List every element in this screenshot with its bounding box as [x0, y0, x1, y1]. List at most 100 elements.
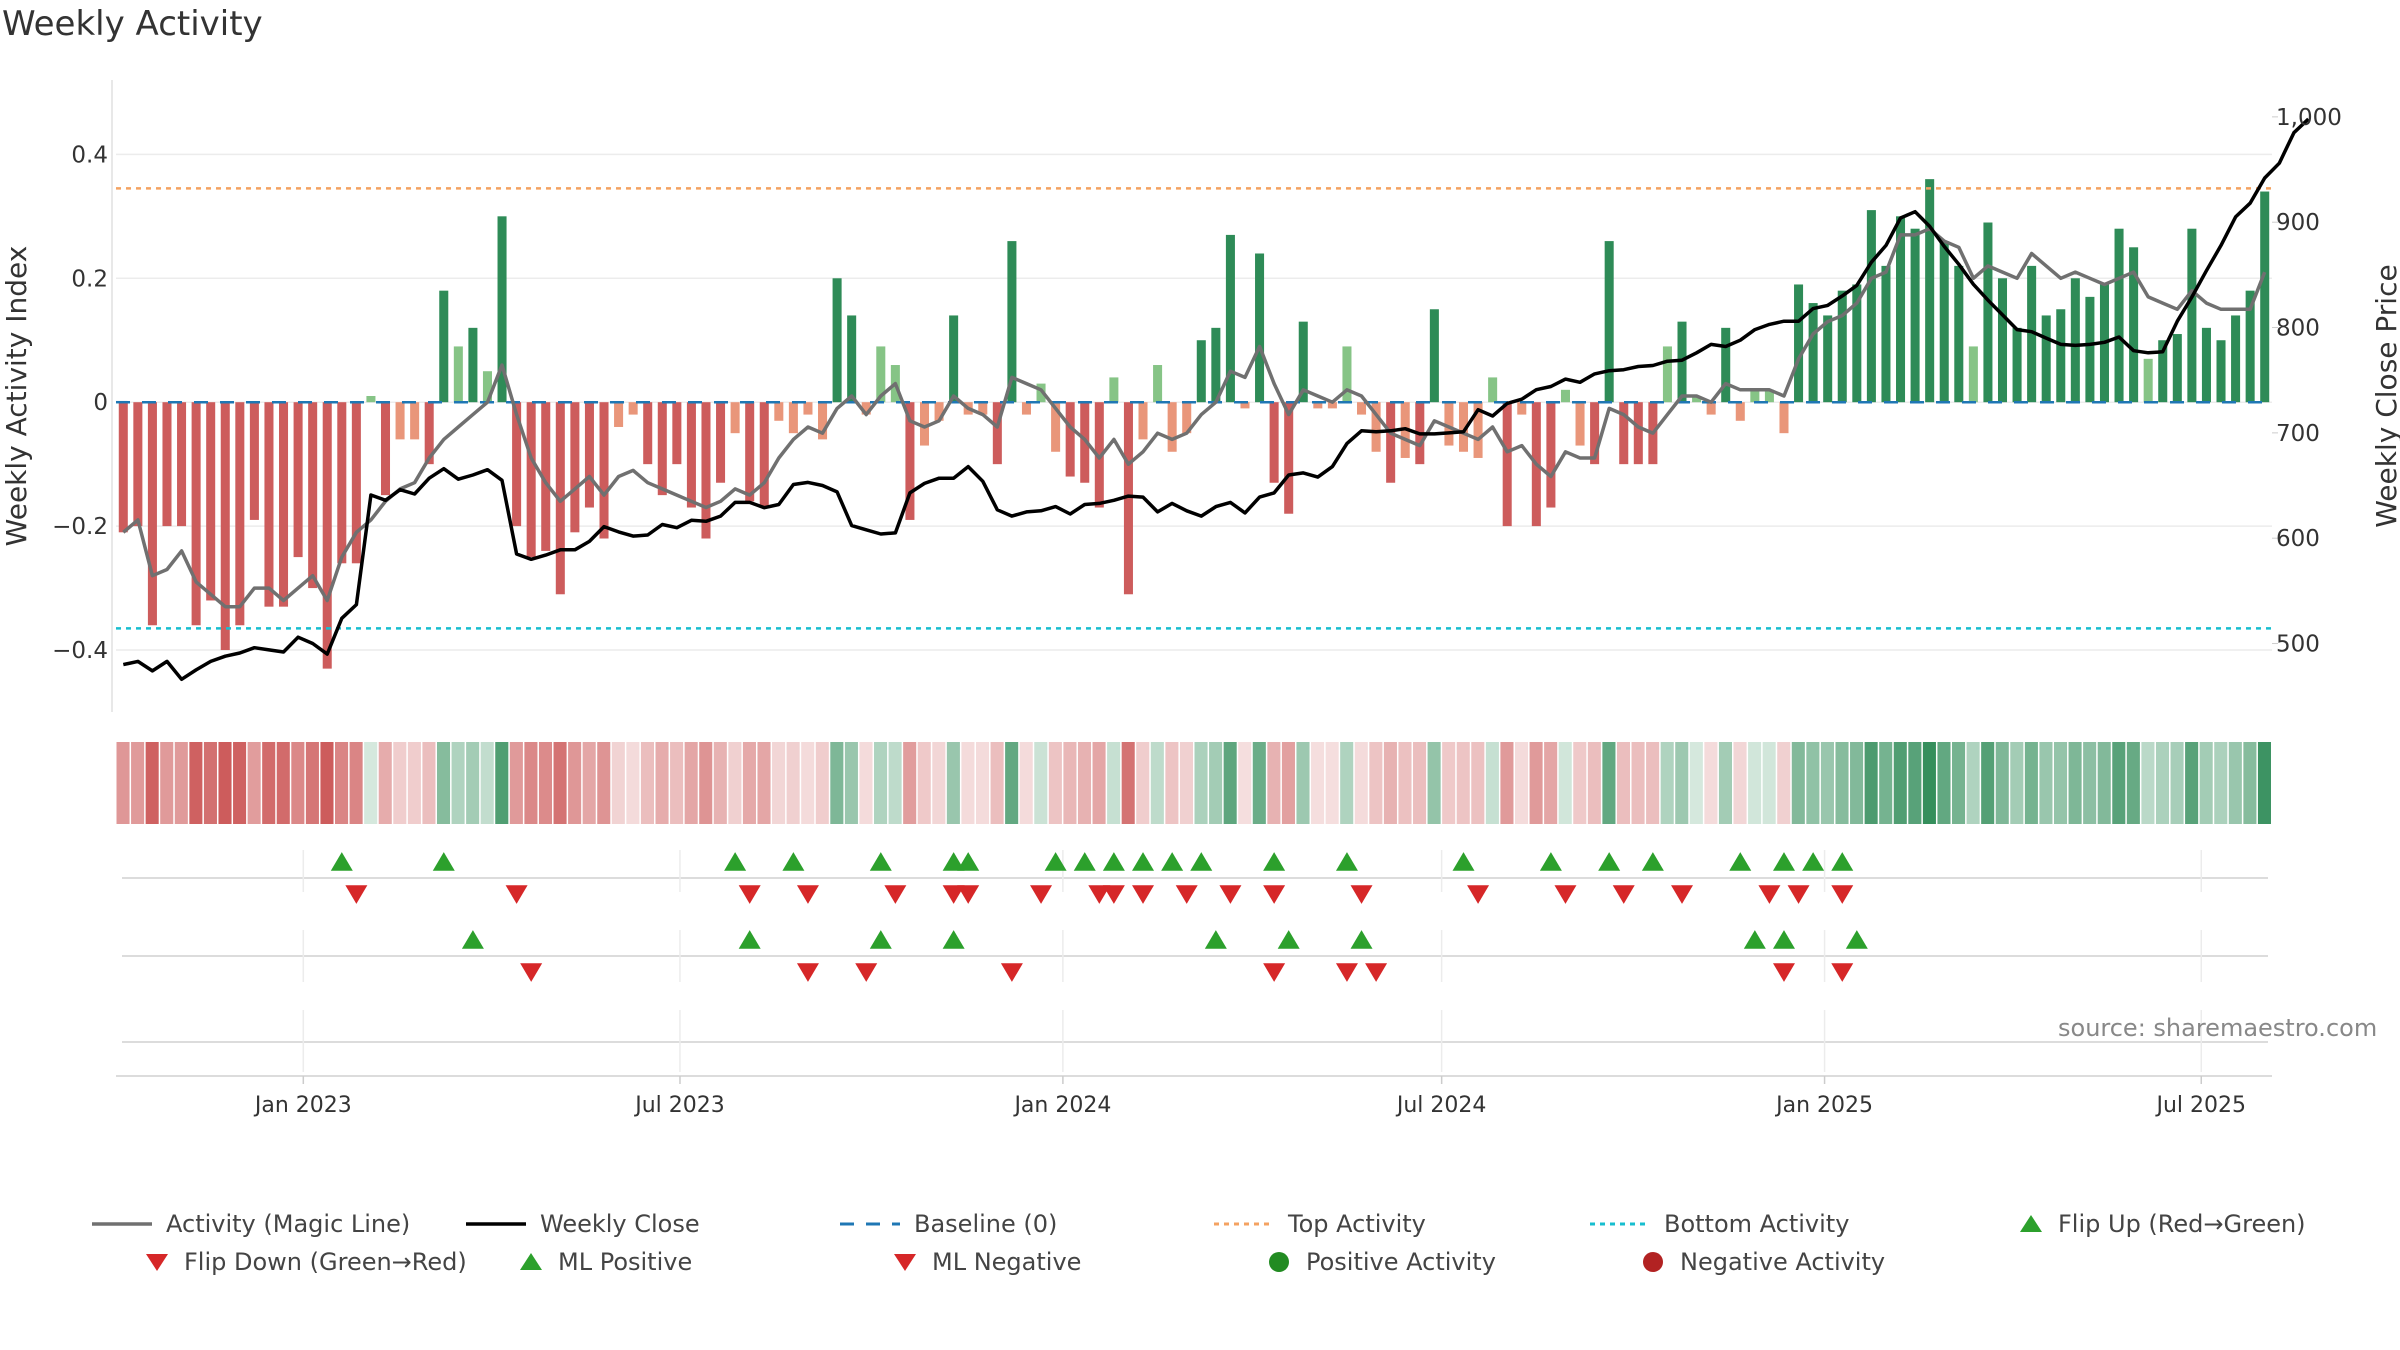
- activity-bar: [1444, 402, 1454, 446]
- heat-strip-cell: [233, 742, 247, 824]
- flip-down-marker: [1787, 885, 1810, 904]
- activity-bar: [1910, 228, 1920, 403]
- activity-bar: [1357, 402, 1367, 415]
- weekly-close-line: [122, 117, 2310, 682]
- heat-strip-cell: [728, 742, 742, 824]
- flip-up-marker: [1539, 852, 1562, 871]
- heat-strip-cell: [1398, 742, 1412, 824]
- activity-bar: [2114, 228, 2124, 403]
- activity-bar: [1896, 216, 1906, 403]
- flip-up-marker: [330, 852, 353, 871]
- y-left-tick-label: 0: [93, 390, 108, 416]
- heat-strip-cell: [262, 742, 276, 824]
- activity-bar: [701, 402, 711, 539]
- heat-strip-cell: [320, 742, 334, 824]
- heat-strip-cell: [1529, 742, 1543, 824]
- heat-strip-cell: [2214, 742, 2228, 824]
- heat-strip-cell: [247, 742, 261, 824]
- heat-strip-cell: [305, 742, 319, 824]
- heat-strip-cell: [670, 742, 684, 824]
- flip-down-marker: [1554, 885, 1577, 904]
- heat-strip-cell: [2024, 742, 2038, 824]
- flip-up-marker: [1335, 852, 1358, 871]
- activity-bar: [2172, 334, 2182, 403]
- activity-bar: [1764, 389, 1774, 403]
- activity-bar: [759, 402, 769, 508]
- activity-bar: [949, 315, 959, 403]
- activity-bar: [2231, 315, 2241, 403]
- activity-bar: [1386, 402, 1396, 483]
- heat-strip-cell: [2257, 742, 2271, 824]
- heat-strip-cell: [772, 742, 786, 824]
- axes: 0.4 0.2 0 −0.2 −0.4 1,000 900 800 700 600 500 Weekl…: [0, 80, 2400, 712]
- x-tick-label: Jan 2023: [253, 1093, 352, 1118]
- legend-swatch-mlpos: [520, 1253, 542, 1270]
- heat-strip-cell: [1223, 742, 1237, 824]
- activity-bar: [686, 402, 696, 508]
- heat-strip-cell: [859, 742, 873, 824]
- activity-bar: [308, 402, 318, 589]
- activity-bar: [410, 402, 420, 440]
- heat-strip-cell: [742, 742, 756, 824]
- heat-strip-cell: [1602, 742, 1616, 824]
- x-tick-label: Jan 2024: [1012, 1093, 1111, 1118]
- activity-bar: [1925, 179, 1935, 403]
- heat-strip-cell: [1762, 742, 1776, 824]
- y-right-tick-label: 800: [2276, 316, 2320, 342]
- ml-positive-marker: [1204, 930, 1227, 949]
- activity-bar: [1255, 253, 1265, 403]
- heat-strip-cell: [160, 742, 174, 824]
- activity-bar: [453, 346, 463, 403]
- activity-bar: [541, 402, 551, 551]
- legend-item-baseline: Baseline (0): [838, 1210, 1057, 1238]
- activity-bar: [497, 216, 507, 403]
- heat-strip-cell: [640, 742, 654, 824]
- heat-strip-cell: [2228, 742, 2242, 824]
- activity-bar: [439, 290, 449, 403]
- activity-bar: [934, 402, 944, 421]
- ml-negative-marker: [1263, 963, 1286, 982]
- heat-strip-cell: [946, 742, 960, 824]
- flip-down-marker: [1030, 885, 1053, 904]
- heat-strip-cell: [1806, 742, 1820, 824]
- flip-up-marker: [942, 852, 965, 871]
- heat-strip-cell: [218, 742, 232, 824]
- heat-strip-cell: [1325, 742, 1339, 824]
- activity-bar: [337, 402, 347, 564]
- heat-strip-cell: [1121, 742, 1135, 824]
- activity-bar: [1240, 402, 1250, 409]
- legend-swatch-bottom: [1590, 1222, 1650, 1226]
- y-left-tick-label: −0.4: [52, 638, 108, 664]
- y-right-tick-label: 1,000: [2276, 105, 2342, 131]
- heat-strip-cell: [1077, 742, 1092, 824]
- flip-down-marker: [1132, 885, 1155, 904]
- activity-bar: [1123, 402, 1133, 595]
- heat-strip-cell: [436, 742, 451, 824]
- heat-strip-cell: [2112, 742, 2126, 824]
- activity-bar: [1182, 402, 1192, 434]
- heat-strip-cell: [932, 742, 946, 824]
- heat-strip-cell: [1864, 742, 1878, 824]
- heat-strip-cell: [335, 742, 349, 824]
- activity-bar: [147, 402, 157, 626]
- heat-strip-cell: [903, 742, 917, 824]
- flip-up-marker: [1772, 852, 1795, 871]
- heat-strip-cell: [1354, 742, 1368, 824]
- y-left-tick-label: −0.2: [52, 514, 108, 540]
- heat-strip-cell: [815, 742, 829, 824]
- legend-label: Weekly Close: [540, 1210, 700, 1238]
- ml-positive-marker: [1350, 930, 1373, 949]
- heat-strip-cell: [684, 742, 698, 824]
- heat-strip-cell: [1704, 742, 1718, 824]
- activity-bar: [2012, 327, 2022, 403]
- heat-strip-cell: [1748, 742, 1762, 824]
- heat-strip-cell: [145, 742, 159, 824]
- heat-strip-cell: [1179, 742, 1193, 824]
- flip-up-marker: [1831, 852, 1854, 871]
- heat-strip-cell: [2097, 742, 2111, 824]
- heat-strip-cell: [276, 742, 290, 824]
- heat-strip-cell: [451, 742, 465, 824]
- heat-strip-cell: [568, 742, 582, 824]
- activity-bar: [279, 402, 289, 607]
- heat-strip-cell: [844, 742, 858, 824]
